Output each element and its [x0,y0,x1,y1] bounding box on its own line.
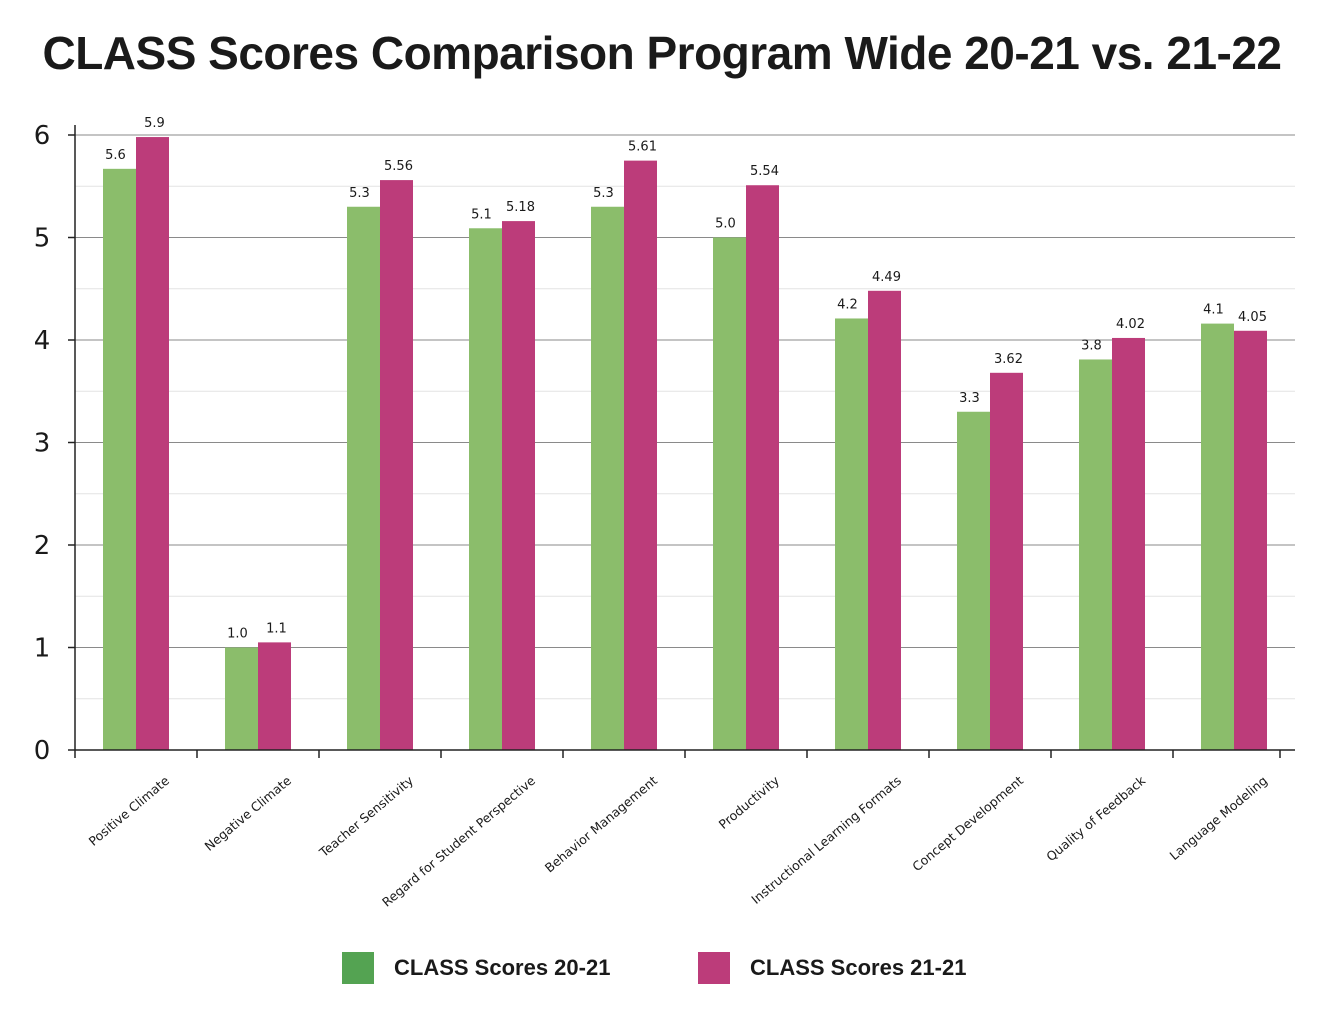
bar-2020-21-4 [591,206,624,750]
data-label-2021-22-8: 4.02 [1116,317,1145,332]
bar-2021-22-6 [868,290,901,750]
bar-2021-22-5 [746,185,779,751]
legend-swatch-2020-21 [342,952,374,984]
bar-2020-21-1 [225,647,258,750]
bar-2021-22-1 [258,642,291,750]
bar-2021-22-7 [990,372,1023,750]
y-tick-label: 2 [34,531,51,561]
bar-2020-21-6 [835,318,868,750]
data-label-2020-21-3: 5.1 [471,207,492,222]
data-label-2020-21-1: 1.0 [227,627,248,642]
data-label-2020-21-0: 5.6 [105,148,126,163]
data-label-2021-22-5: 5.54 [750,164,779,179]
y-tick-label: 6 [34,121,51,151]
bar-2021-22-9 [1234,330,1267,750]
x-tick-label-4: Behavior Management [542,773,660,876]
legend-label-2020-21: CLASS Scores 20-21 [394,955,611,980]
chart-title: CLASS Scores Comparison Program Wide 20-… [42,27,1282,79]
bars [103,137,1267,751]
legend-label-2021-22: CLASS Scores 21-21 [750,955,967,980]
data-label-2020-21-4: 5.3 [593,186,614,201]
x-tick-label-7: Concept Development [909,773,1026,874]
y-tick-label: 4 [34,326,51,356]
y-tick-label: 5 [34,224,51,254]
data-label-2021-22-9: 4.05 [1238,310,1267,325]
data-labels: 5.6 5.9 1.0 1.1 5.3 5.56 5.1 5.18 5.3 5.61 5.0 5.54… [105,116,1267,641]
legend-swatch-2021-22 [698,952,730,984]
data-label-2021-22-6: 4.49 [872,270,901,285]
data-label-2020-21-5: 5.0 [715,217,736,232]
gridlines [75,134,1295,700]
x-tick-label-0: Positive Climate [86,773,173,849]
data-label-2020-21-8: 3.8 [1081,338,1102,353]
data-label-2021-22-7: 3.62 [994,352,1023,367]
bar-2020-21-8 [1079,359,1112,750]
data-label-2020-21-7: 3.3 [959,391,980,406]
x-tick-label-2: Teacher Sensitivity [316,772,417,860]
bar-2021-22-2 [380,180,413,751]
bar-2020-21-0 [103,168,136,750]
bar-2020-21-5 [713,237,746,750]
bar-2020-21-7 [957,411,990,750]
legend-item-2021-22: CLASS Scores 21-21 [698,952,966,984]
bar-2021-22-8 [1112,337,1145,750]
legend: CLASS Scores 20-21 CLASS Scores 21-21 [0,952,1324,992]
y-tick-label: 3 [34,429,51,459]
data-label-2020-21-2: 5.3 [349,186,370,201]
x-tick-label-1: Negative Climate [202,773,295,854]
x-tick-label-8: Quality of Feedback [1043,772,1148,864]
data-label-2021-22-0: 5.9 [144,116,165,131]
y-tick-label: 1 [34,634,51,664]
bar-2020-21-9 [1201,323,1234,750]
data-label-2021-22-2: 5.56 [384,159,413,174]
bar-2020-21-2 [347,206,380,750]
data-label-2021-22-3: 5.18 [506,200,535,215]
data-label-2021-22-4: 5.61 [628,140,657,155]
data-label-2020-21-6: 4.2 [837,297,858,312]
y-tick-label: 0 [34,736,51,766]
bar-2021-22-4 [624,160,657,750]
x-tick-label-5: Productivity [716,772,783,832]
bar-2021-22-3 [502,221,535,751]
x-tick-label-9: Language Modeling [1167,773,1271,863]
data-label-2020-21-9: 4.1 [1203,303,1224,318]
bar-2020-21-3 [469,228,502,750]
data-label-2021-22-1: 1.1 [266,621,287,636]
legend-item-2020-21: CLASS Scores 20-21 [342,952,610,984]
bar-2021-22-0 [136,137,169,751]
